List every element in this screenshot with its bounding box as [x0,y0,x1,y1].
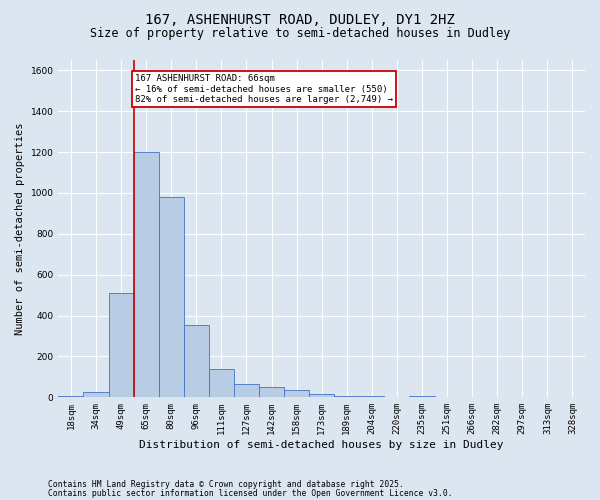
Text: Size of property relative to semi-detached houses in Dudley: Size of property relative to semi-detach… [90,28,510,40]
Bar [159,197,184,398]
Text: 167 ASHENHURST ROAD: 66sqm
← 16% of semi-detached houses are smaller (550)
82% o: 167 ASHENHURST ROAD: 66sqm ← 16% of semi… [135,74,393,104]
Y-axis label: Number of semi-detached properties: Number of semi-detached properties [15,122,25,335]
Bar [134,152,159,398]
Bar [309,394,334,398]
Text: 167, ASHENHURST ROAD, DUDLEY, DY1 2HZ: 167, ASHENHURST ROAD, DUDLEY, DY1 2HZ [145,12,455,26]
Bar [234,384,259,398]
Bar [259,387,284,398]
X-axis label: Distribution of semi-detached houses by size in Dudley: Distribution of semi-detached houses by … [139,440,504,450]
Bar [58,396,83,398]
Text: Contains HM Land Registry data © Crown copyright and database right 2025.: Contains HM Land Registry data © Crown c… [48,480,404,489]
Bar [209,368,234,398]
Bar [109,293,134,398]
Text: Contains public sector information licensed under the Open Government Licence v3: Contains public sector information licen… [48,489,452,498]
Bar [409,396,434,398]
Bar [334,396,359,398]
Bar [284,390,309,398]
Bar [83,392,109,398]
Bar [184,325,209,398]
Bar [359,396,385,398]
